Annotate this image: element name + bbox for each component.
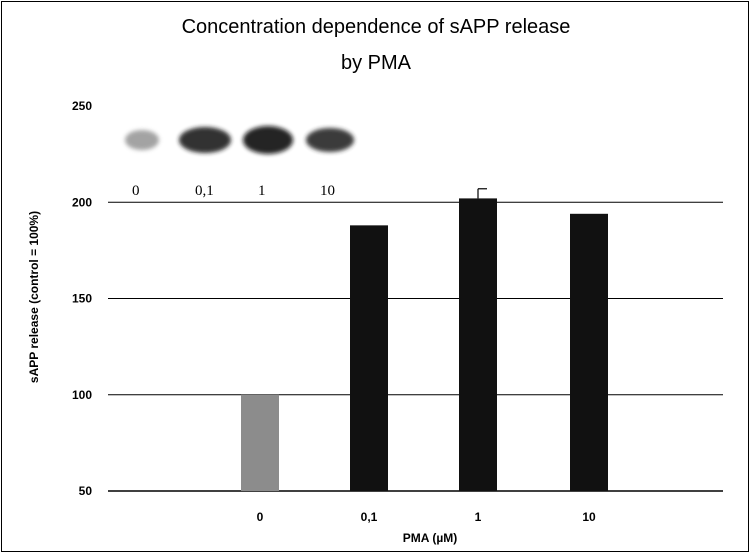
chart-title-line2: by PMA bbox=[340, 52, 412, 74]
bar-1 bbox=[350, 225, 388, 491]
bars bbox=[241, 188, 608, 492]
x-tick-label: 0 bbox=[257, 510, 264, 524]
x-axis-label: PMA (µM) bbox=[403, 531, 457, 545]
blot-band-0 bbox=[125, 130, 159, 150]
y-tick-label: 100 bbox=[72, 388, 92, 402]
chart-title-line1: Concentration dependence of sAPP release bbox=[181, 16, 571, 38]
y-tick-label: 250 bbox=[72, 99, 92, 113]
bar-2 bbox=[459, 198, 497, 491]
y-tick-label: 200 bbox=[72, 195, 92, 209]
grid-lines bbox=[108, 201, 723, 492]
x-tick-label: 0,1 bbox=[361, 510, 378, 524]
x-tick-labels: 0 0,1 1 10 bbox=[257, 510, 596, 524]
blot-lane-label: 1 bbox=[258, 183, 266, 199]
blot-band-1 bbox=[179, 127, 231, 153]
blot-lane-label: 10 bbox=[320, 183, 335, 199]
bar-0 bbox=[241, 394, 279, 491]
bar-3 bbox=[570, 213, 608, 492]
blot-lane-label: 0 bbox=[132, 183, 140, 199]
western-blot-inset: 0 0,1 1 10 bbox=[125, 126, 354, 199]
y-tick-label: 150 bbox=[72, 292, 92, 306]
y-tick-label: 50 bbox=[79, 484, 93, 498]
x-tick-label: 10 bbox=[582, 510, 596, 524]
y-axis-label: sAPP release (control = 100%) bbox=[27, 211, 41, 383]
blot-band-3 bbox=[306, 128, 354, 152]
x-tick-label: 1 bbox=[475, 510, 482, 524]
blot-lane-label: 0,1 bbox=[195, 183, 214, 199]
y-tick-labels: 50 100 150 200 250 bbox=[72, 99, 92, 498]
blot-band-2 bbox=[243, 126, 293, 154]
